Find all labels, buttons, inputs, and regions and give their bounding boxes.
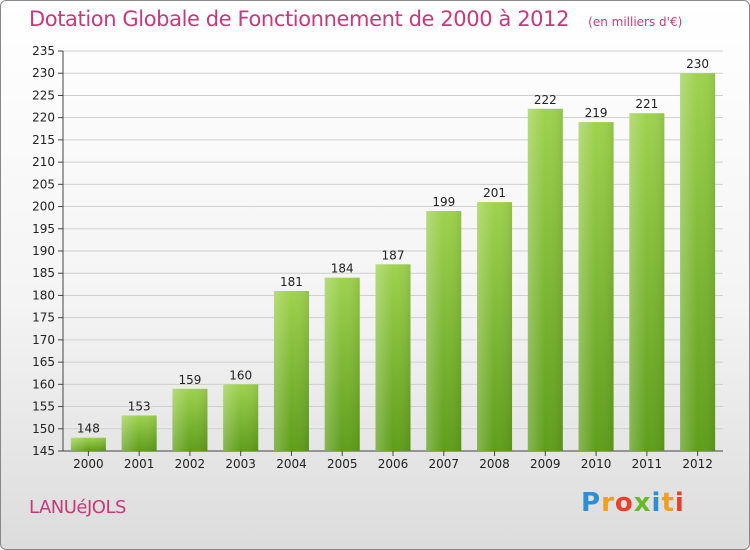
data-label: 222 (534, 93, 557, 107)
x-tick-label: 2006 (378, 457, 409, 471)
bar-shade (324, 277, 360, 451)
bars (70, 73, 716, 452)
y-tick-label: 225 (32, 88, 55, 102)
logo-letter: x (633, 488, 652, 518)
chart-title-text: Dotation Globale de Fonctionnement de 20… (29, 7, 570, 31)
bar-shade (426, 211, 462, 451)
data-label: 148 (77, 422, 100, 436)
data-label: 201 (483, 186, 506, 200)
bar-shade (477, 202, 513, 451)
chart-title: Dotation Globale de Fonctionnement de 20… (29, 7, 682, 31)
y-tick-label: 145 (32, 444, 55, 458)
y-tick-label: 175 (32, 311, 55, 325)
logo-letter: i (651, 488, 662, 518)
y-tick-label: 185 (32, 266, 55, 280)
bar-shade (273, 291, 309, 451)
bar-shade (375, 264, 411, 451)
bar-shade (629, 113, 665, 451)
y-tick-label: 205 (32, 177, 55, 191)
x-tick-label: 2001 (124, 457, 155, 471)
y-tick-label: 165 (32, 355, 55, 369)
data-label: 230 (686, 57, 709, 71)
y-tick-label: 200 (32, 200, 55, 214)
data-label: 153 (128, 399, 151, 413)
x-tick-label: 2005 (327, 457, 358, 471)
x-tick-label: 2000 (73, 457, 104, 471)
x-tick-label: 2002 (175, 457, 206, 471)
y-tick-label: 220 (32, 111, 55, 125)
bar-shade (70, 437, 106, 451)
unit-note: (en milliers d'€) (588, 15, 683, 29)
logo-letter: i (674, 488, 685, 518)
x-tick-label: 2009 (530, 457, 561, 471)
data-label: 187 (382, 248, 405, 262)
data-label: 159 (178, 373, 201, 387)
bar-shade (680, 73, 716, 451)
commune-name: LANUéJOLS (29, 497, 126, 518)
y-tick-label: 195 (32, 222, 55, 236)
y-tick-label: 210 (32, 155, 55, 169)
x-tick-label: 2004 (276, 457, 307, 471)
logo-letter: r (601, 488, 615, 518)
data-label: 181 (280, 275, 303, 289)
y-tick-label: 190 (32, 244, 55, 258)
bar-shade (223, 384, 259, 451)
logo-letter: t (661, 488, 675, 518)
x-tick-label: 2008 (479, 457, 510, 471)
x-tick-label: 2012 (682, 457, 713, 471)
x-tick-label: 2010 (581, 457, 612, 471)
data-label: 199 (432, 195, 455, 209)
y-tick-label: 160 (32, 377, 55, 391)
bar-shade (578, 122, 614, 451)
labels: 145 150 155 160 165 170 175 180 185 190 195 200 205 2… (32, 44, 713, 471)
proxiti-logo: Proxiti (581, 488, 685, 518)
data-label: 184 (331, 262, 354, 276)
bar-shade (121, 415, 157, 451)
bar-shade (172, 388, 208, 451)
x-tick-label: 2003 (225, 457, 256, 471)
bar-shade (527, 108, 563, 452)
data-label: 221 (635, 97, 658, 111)
logo-letter: o (614, 488, 634, 518)
logo-letter: P (581, 488, 602, 518)
y-tick-label: 150 (32, 422, 55, 436)
y-tick-label: 215 (32, 133, 55, 147)
y-tick-label: 230 (32, 66, 55, 80)
x-tick-label: 2007 (428, 457, 459, 471)
y-tick-label: 235 (32, 44, 55, 58)
y-tick-label: 170 (32, 333, 55, 347)
x-tick-label: 2011 (632, 457, 663, 471)
y-tick-label: 180 (32, 288, 55, 302)
y-tick-label: 155 (32, 400, 55, 414)
data-label: 219 (585, 106, 608, 120)
data-label: 160 (229, 368, 252, 382)
